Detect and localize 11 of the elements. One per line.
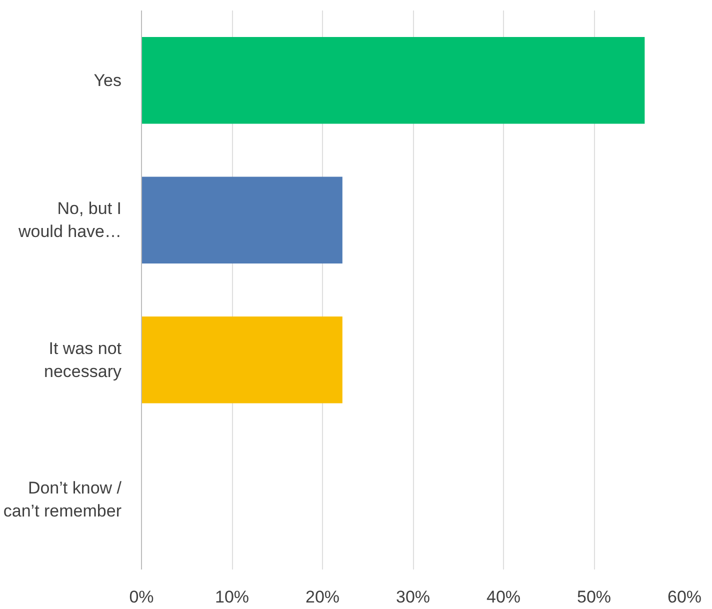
x-tick-label: 60% — [667, 588, 702, 606]
x-tick-label: 30% — [396, 588, 430, 606]
y-tick-label: Don’t know / can’t remember — [3, 478, 122, 521]
y-tick-label: Yes — [94, 70, 122, 90]
x-tick-label: 50% — [576, 588, 612, 606]
x-tick-label: 20% — [305, 588, 340, 606]
x-tick-label: 10% — [214, 588, 250, 606]
y-tick-label: It was not necessary — [44, 338, 122, 381]
y-tick-label: No, but I would have… — [17, 199, 122, 242]
x-tick-label: 40% — [486, 588, 521, 606]
x-tick-label: 0% — [129, 588, 154, 606]
